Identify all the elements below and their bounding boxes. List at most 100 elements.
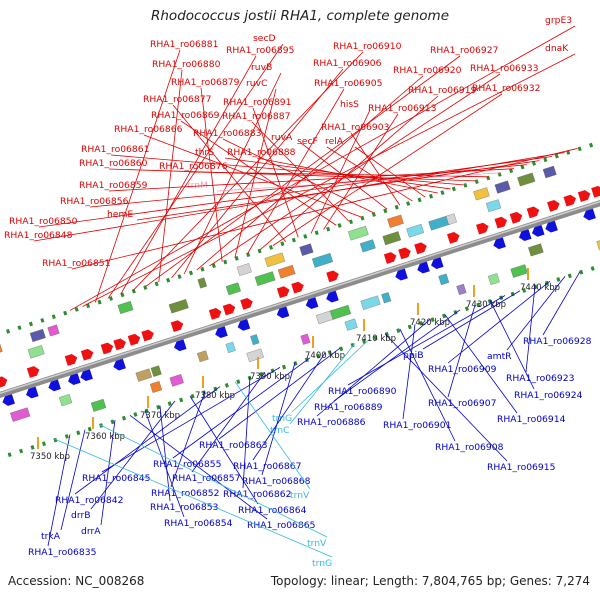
cog-category-box xyxy=(360,295,381,310)
cog-category-box xyxy=(445,213,457,225)
gene-label-forward: RHA1_ro06932 xyxy=(472,83,540,94)
cog-category-box xyxy=(277,264,296,279)
cog-category-box xyxy=(299,243,314,256)
label-leader-line xyxy=(447,305,476,398)
gene-label-reverse: drrB xyxy=(71,510,91,521)
cog-category-box xyxy=(406,223,425,238)
cog-category-box xyxy=(485,199,502,213)
label-leader-line xyxy=(188,171,489,178)
gene-label-forward: RHA1_ro06891 xyxy=(223,97,291,108)
label-leader-line xyxy=(242,376,251,489)
forward-gene-arrow xyxy=(326,270,339,283)
cog-category-box xyxy=(27,345,45,359)
forward-gene-arrow xyxy=(547,200,560,212)
reverse-gene-arrow xyxy=(532,225,545,237)
forward-gene-arrow xyxy=(26,366,40,378)
gene-label-reverse: trnC xyxy=(270,425,289,436)
lower-dotted-track xyxy=(7,264,600,458)
scale-label: 7360 kbp xyxy=(85,432,125,442)
gene-label-reverse: RHA1_ro06868 xyxy=(242,476,311,487)
forward-gene-arrow xyxy=(80,348,94,361)
label-leader-line xyxy=(159,405,171,502)
label-leader-line xyxy=(251,121,350,222)
label-leader-line xyxy=(310,109,371,234)
cog-category-box xyxy=(456,283,467,296)
label-leader-line xyxy=(107,43,284,299)
gene-label-reverse: RHA1_ro06889 xyxy=(314,402,383,413)
cog-category-box xyxy=(528,243,544,257)
label-leader-line xyxy=(189,395,259,505)
forward-gene-arrow xyxy=(577,190,591,202)
gene-label-forward: RHA1_ro06895 xyxy=(226,45,295,56)
label-leader-line xyxy=(354,146,426,198)
gene-label-forward: RHA1_ro06927 xyxy=(430,45,499,56)
label-leader-line xyxy=(224,157,451,190)
label-leader-line xyxy=(69,25,576,311)
cog-category-box xyxy=(596,240,600,251)
forward-gene-arrow xyxy=(509,211,523,224)
label-leader-line xyxy=(82,53,576,307)
label-leader-line xyxy=(234,381,311,490)
cog-category-box xyxy=(197,277,207,289)
reverse-gene-arrow xyxy=(276,306,290,319)
gene-label-forward: secD xyxy=(253,33,276,44)
gene-label-forward: RHA1_ro06881 xyxy=(150,39,218,50)
cog-category-box xyxy=(542,165,557,179)
cog-category-box xyxy=(347,225,369,241)
label-leader-line xyxy=(143,134,362,218)
cog-category-box xyxy=(168,299,189,314)
forward-gene-arrow xyxy=(291,281,304,294)
label-leader-line xyxy=(542,271,581,336)
label-leader-line xyxy=(247,88,345,254)
reverse-gene-arrow xyxy=(80,369,93,382)
label-leader-line xyxy=(129,414,268,520)
gene-label-forward: RHA1_ro06887 xyxy=(222,111,291,122)
forward-gene-arrow xyxy=(494,216,508,229)
gene-label-forward: grpE3 xyxy=(545,15,572,26)
gene-label-forward: RHA1_ro06913 xyxy=(368,103,437,114)
forward-gene-arrow xyxy=(563,194,577,207)
gene-label-forward: dnaK xyxy=(545,43,569,54)
cog-category-box xyxy=(382,231,402,246)
cog-category-box xyxy=(10,407,31,422)
forward-gene-arrow xyxy=(222,303,236,316)
cog-category-box xyxy=(438,273,450,286)
label-leader-line xyxy=(47,434,71,547)
cog-category-box xyxy=(135,368,153,382)
forward-gene-arrow xyxy=(100,342,114,355)
label-leader-line xyxy=(291,338,371,413)
gene-label-reverse: RHA1_ro06865 xyxy=(247,520,316,531)
cog-category-box xyxy=(225,282,241,296)
cog-category-box xyxy=(246,348,264,363)
reverse-gene-arrow xyxy=(417,261,430,274)
scale-label: 7400 kbp xyxy=(305,351,345,361)
gene-label-forward: RHA1_ro06850 xyxy=(9,216,78,227)
label-leader-line xyxy=(101,367,281,473)
label-leader-line xyxy=(38,156,553,228)
gene-label-forward: RHA1_ro06859 xyxy=(79,180,148,191)
reverse-gene-arrow xyxy=(2,394,15,406)
label-leader-line xyxy=(256,157,438,194)
reverse-gene-arrow xyxy=(237,319,251,331)
gene-label-forward: hemE xyxy=(107,209,133,220)
reverse-gene-arrow xyxy=(326,290,339,303)
label-leader-line xyxy=(216,172,502,192)
reverse-gene-arrow xyxy=(583,208,596,221)
reverse-gene-arrow xyxy=(68,373,81,385)
gene-label-forward: ruvC xyxy=(246,78,267,89)
label-leader-line xyxy=(422,290,521,350)
label-leader-line xyxy=(183,72,282,275)
forward-gene-arrow xyxy=(383,252,397,264)
forward-gene-arrow xyxy=(141,329,154,342)
cog-category-box xyxy=(312,252,334,268)
genome-backbone xyxy=(0,200,600,398)
label-leader-line xyxy=(261,362,296,476)
label-leader-line xyxy=(60,429,86,531)
label-leader-line xyxy=(172,357,311,459)
cog-category-box xyxy=(487,273,500,285)
cog-category-box xyxy=(510,264,528,278)
gene-label-reverse: RHA1_ro06863 xyxy=(199,440,268,451)
gene-label-reverse: trnG xyxy=(272,413,292,424)
gene-label-forward: RHA1_ro06920 xyxy=(393,65,462,76)
